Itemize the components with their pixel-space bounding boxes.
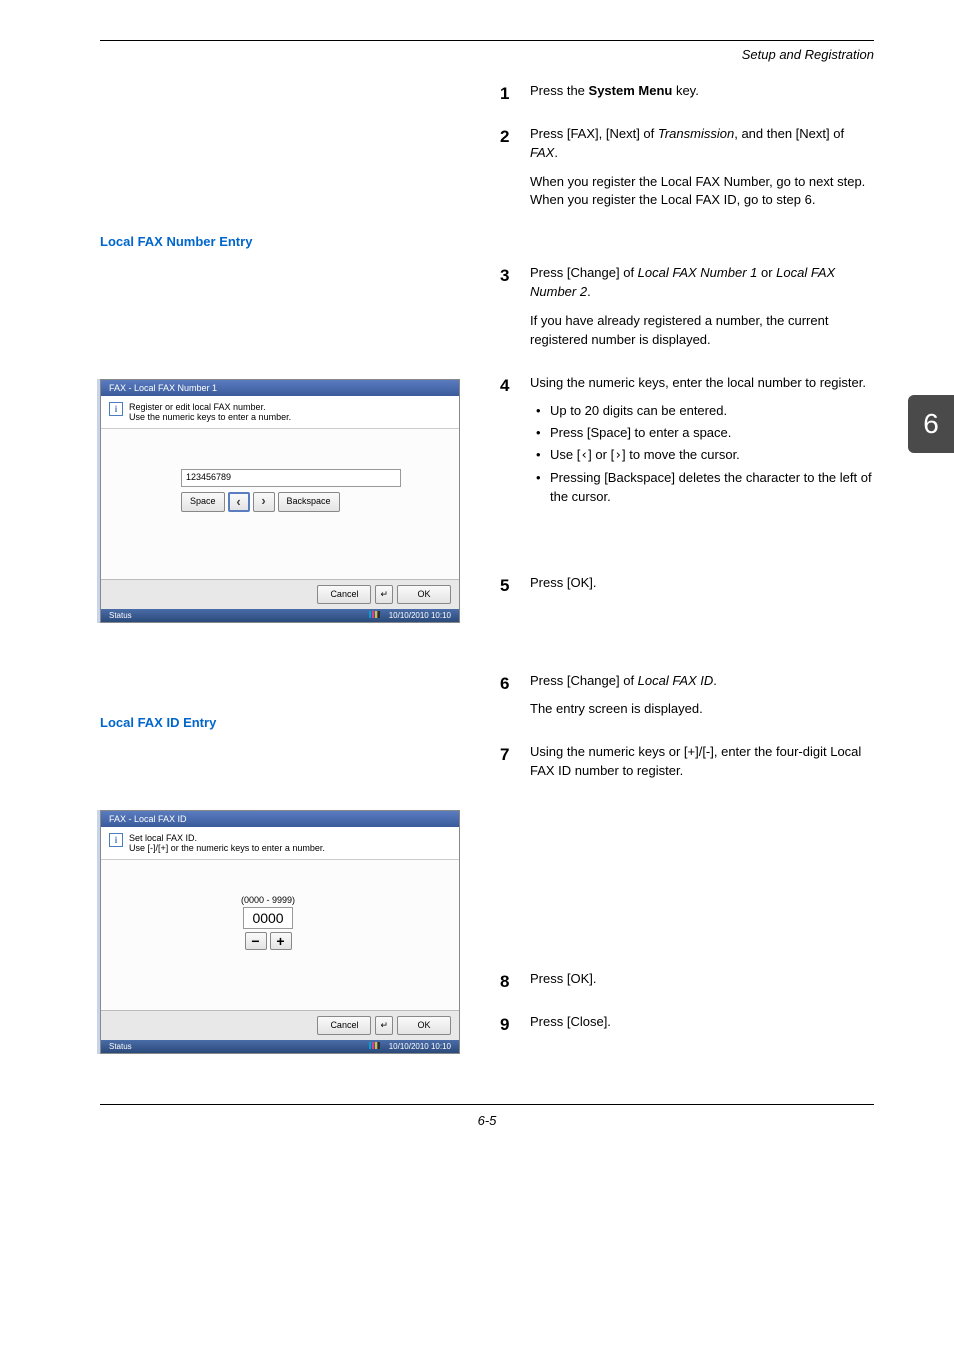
info-icon: i: [109, 833, 123, 847]
step-7: 7 Using the numeric keys or [+]/[-], ent…: [500, 743, 874, 791]
section-title-id-entry: Local FAX ID Entry: [100, 715, 480, 730]
chapter-tab: 6: [908, 395, 954, 453]
cancel-button[interactable]: Cancel: [317, 1016, 371, 1035]
step-8: 8 Press [OK].: [500, 970, 874, 999]
cancel-button[interactable]: Cancel: [317, 585, 371, 604]
page-number: 6-5: [100, 1113, 874, 1128]
ok-button[interactable]: OK: [397, 1016, 451, 1035]
dialog1-title: FAX - Local FAX Number 1: [101, 380, 459, 396]
enter-icon: ↵: [375, 1016, 393, 1035]
dialog1-info2: Use the numeric keys to enter a number.: [129, 412, 291, 422]
step-1: 1 Press the System Menu key.: [500, 82, 874, 111]
toner-icon: [369, 1042, 380, 1049]
step-2: 2 Press [FAX], [Next] of Transmission, a…: [500, 125, 874, 220]
minus-button[interactable]: −: [245, 932, 267, 950]
timestamp: 10/10/2010 10:10: [389, 1042, 451, 1051]
dialog2-info2: Use [-]/[+] or the numeric keys to enter…: [129, 843, 325, 853]
page-header: Setup and Registration: [100, 47, 874, 62]
dialog-fax-number: FAX - Local FAX Number 1 i Register or e…: [100, 379, 460, 623]
space-button[interactable]: Space: [181, 492, 225, 512]
step-9: 9 Press [Close].: [500, 1013, 874, 1042]
step-6: 6 Press [Change] of Local FAX ID. The en…: [500, 672, 874, 730]
enter-icon: ↵: [375, 585, 393, 604]
dialog1-info1: Register or edit local FAX number.: [129, 402, 291, 412]
plus-button[interactable]: +: [270, 932, 292, 950]
fax-id-value[interactable]: 0000: [243, 907, 293, 929]
step-3: 3 Press [Change] of Local FAX Number 1 o…: [500, 264, 874, 359]
timestamp: 10/10/2010 10:10: [389, 611, 451, 620]
toner-icon: [369, 611, 380, 618]
step-4: 4 Using the numeric keys, enter the loca…: [500, 374, 874, 510]
cursor-left-button[interactable]: ‹: [228, 492, 250, 512]
status-label[interactable]: Status: [109, 1042, 132, 1051]
status-label[interactable]: Status: [109, 611, 132, 620]
ok-button[interactable]: OK: [397, 585, 451, 604]
fax-number-input[interactable]: 123456789: [181, 469, 401, 487]
dialog2-info1: Set local FAX ID.: [129, 833, 325, 843]
dialog2-title: FAX - Local FAX ID: [101, 811, 459, 827]
dialog-fax-id: FAX - Local FAX ID i Set local FAX ID. U…: [100, 810, 460, 1054]
section-title-number-entry: Local FAX Number Entry: [100, 234, 480, 249]
info-icon: i: [109, 402, 123, 416]
cursor-right-button[interactable]: ›: [253, 492, 275, 512]
backspace-button[interactable]: Backspace: [278, 492, 340, 512]
step-5: 5 Press [OK].: [500, 574, 874, 603]
range-label: (0000 - 9999): [241, 895, 295, 905]
